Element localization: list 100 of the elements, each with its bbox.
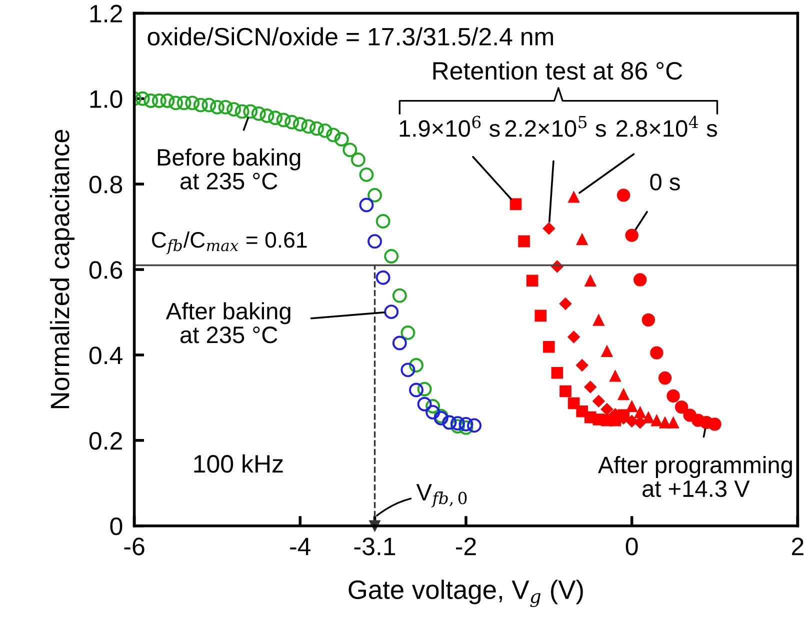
point (576, 233, 588, 246)
point (310, 121, 324, 136)
point (600, 402, 614, 416)
point (384, 249, 399, 264)
point (458, 416, 474, 432)
point (243, 104, 258, 119)
annotation: 0 s (650, 174, 680, 190)
point (584, 380, 597, 394)
point (592, 314, 605, 326)
point (666, 389, 680, 403)
point (218, 100, 233, 114)
point (392, 288, 407, 303)
point (576, 358, 588, 372)
point (342, 142, 358, 158)
annotation: oxide/SiCN/oxide = 17.3/31.5/2.4 nm (148, 27, 553, 46)
point (626, 400, 638, 412)
y-axis-title: Normalized capacitance (50, 130, 75, 408)
point (400, 326, 416, 340)
point (542, 222, 556, 235)
point (368, 188, 382, 202)
annotation: After baking at 235 °C (166, 302, 290, 344)
point (400, 362, 416, 378)
point (292, 117, 308, 132)
point (234, 104, 250, 119)
point (551, 367, 564, 379)
point (376, 270, 390, 285)
point (534, 310, 547, 322)
annotation: Retention test at 86 °C (433, 61, 682, 80)
y-tick-label: 0.2 (89, 432, 122, 450)
point (160, 94, 175, 108)
point (284, 114, 300, 130)
point (350, 152, 366, 167)
point (650, 346, 664, 360)
x-tick-label: -2 (456, 538, 476, 556)
point (616, 188, 630, 202)
point (301, 119, 316, 134)
point (417, 382, 432, 396)
annotation: Before baking at 235 °C (158, 148, 300, 190)
point (376, 214, 390, 228)
point (650, 414, 663, 426)
point (659, 416, 671, 428)
point (609, 370, 622, 382)
point (592, 394, 605, 408)
point (667, 416, 680, 428)
point (518, 235, 530, 248)
point (318, 123, 332, 138)
point (426, 404, 440, 420)
y-tick-label: 0.8 (89, 176, 122, 194)
point (568, 330, 580, 344)
point (359, 198, 374, 212)
point (268, 110, 282, 126)
point (152, 94, 166, 108)
point (185, 96, 200, 110)
point (618, 388, 630, 400)
annotation: 1.9×10$^{6}$ s (400, 116, 500, 137)
point (135, 91, 150, 106)
point (409, 382, 424, 398)
annotation: 2.8×10$^{4}$ s (616, 116, 718, 137)
point (144, 94, 158, 108)
point (176, 96, 192, 110)
point (584, 274, 596, 287)
point (543, 340, 555, 353)
point (634, 406, 646, 418)
annotation: 2.2×10$^{5}$ s (505, 116, 606, 137)
point (368, 234, 382, 249)
point (601, 345, 613, 358)
point (674, 400, 688, 414)
point (276, 112, 291, 128)
point (384, 304, 399, 320)
x-tick-label: 0 (626, 538, 638, 556)
point (210, 100, 224, 114)
point (202, 98, 216, 112)
y-tick-label: 1.0 (90, 90, 122, 108)
ref-line-label: V$_{fb,0}$ (416, 484, 467, 508)
point (359, 167, 374, 182)
point (193, 98, 208, 112)
point (625, 228, 638, 242)
point (642, 411, 654, 424)
annotation: 100 kHz (194, 454, 283, 473)
point (392, 336, 407, 350)
point (526, 274, 538, 287)
point (559, 297, 572, 310)
x-tick-label: -6 (124, 538, 144, 556)
point (642, 313, 656, 327)
x-tick-label: -4 (290, 538, 311, 556)
ref-line-label: C$_{fb}$/C$_{max}$ = 0.61 (152, 231, 307, 254)
x-tick-label: 2 (792, 538, 804, 556)
point (708, 418, 722, 431)
point (568, 190, 580, 203)
y-tick-label: 1.2 (90, 4, 122, 22)
point (634, 273, 647, 286)
point (417, 396, 432, 412)
annotation: After programming at +14.3 V (598, 456, 792, 498)
point (260, 108, 274, 123)
point (226, 102, 242, 117)
point (458, 420, 474, 435)
point (510, 198, 522, 210)
y-tick-label: 0 (110, 517, 122, 536)
x-tick-label: -3.1 (354, 538, 396, 556)
point (467, 418, 482, 433)
